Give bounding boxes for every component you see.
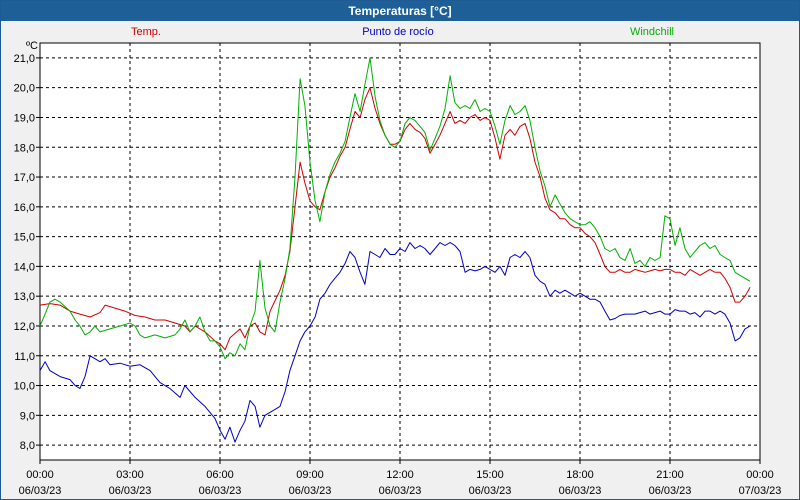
- y-tick-label: 20,0: [14, 83, 35, 95]
- legend-entry-0: Temp.: [131, 26, 161, 38]
- y-tick-label: 17,0: [14, 172, 35, 184]
- x-tick-time: 18:00: [566, 469, 594, 481]
- x-tick-date: 06/03/23: [379, 485, 422, 497]
- y-tick-label: 15,0: [14, 232, 35, 244]
- x-tick-date: 06/03/23: [649, 485, 692, 497]
- plot-area: [39, 42, 761, 461]
- x-tick-date: 06/03/23: [109, 485, 152, 497]
- chart-title: Temperaturas [°C]: [1, 1, 799, 21]
- y-tick-label: 18,0: [14, 142, 35, 154]
- series-lines: [39, 57, 751, 443]
- x-tick-time: 12:00: [386, 469, 414, 481]
- y-tick-label: 8,0: [20, 440, 35, 452]
- x-tick-date: 06/03/23: [289, 485, 332, 497]
- x-tick-time: 00:00: [746, 469, 774, 481]
- legend-entry-2: Windchill: [630, 26, 674, 38]
- x-tick-time: 06:00: [206, 469, 234, 481]
- y-tick-label: 14,0: [14, 261, 35, 273]
- y-tick-label: 16,0: [14, 202, 35, 214]
- y-tick-label: 10,0: [14, 381, 35, 393]
- y-tick-label: 11,0: [14, 351, 35, 363]
- series-line-1: [39, 242, 751, 443]
- x-tick-time: 15:00: [476, 469, 504, 481]
- legend: Temp. Punto de rocío Windchill: [131, 26, 674, 38]
- series-line-0: [39, 87, 751, 351]
- y-tick-label: 12,0: [14, 321, 35, 333]
- y-tick-label: 21,0: [14, 53, 35, 65]
- legend-entry-1: Punto de rocío: [362, 26, 434, 38]
- x-tick-time: 09:00: [296, 469, 324, 481]
- y-tick-label: 19,0: [14, 112, 35, 124]
- y-tick-label: 13,0: [14, 291, 35, 303]
- x-axis: 00:00 06/03/23 03:00 06/03/23 06:00 06/03/23 0…: [19, 460, 782, 497]
- y-axis-unit: ºC: [26, 40, 38, 52]
- x-tick-time: 21:00: [656, 469, 684, 481]
- x-tick-date: 06/03/23: [199, 485, 242, 497]
- x-tick-time: 03:00: [116, 469, 144, 481]
- x-tick-date: 07/03/23: [739, 485, 782, 497]
- y-axis: 21,0 20,0 19,0 18,0 17,0 16,0 15,0 14,0 13,0 12,0…: [14, 53, 40, 452]
- x-tick-time: 00:00: [26, 469, 54, 481]
- x-tick-date: 06/03/23: [559, 485, 602, 497]
- x-tick-date: 06/03/23: [469, 485, 512, 497]
- y-tick-label: 9,0: [20, 410, 35, 422]
- x-tick-date: 06/03/23: [19, 485, 62, 497]
- grid: [40, 43, 760, 460]
- series-line-2: [39, 57, 751, 360]
